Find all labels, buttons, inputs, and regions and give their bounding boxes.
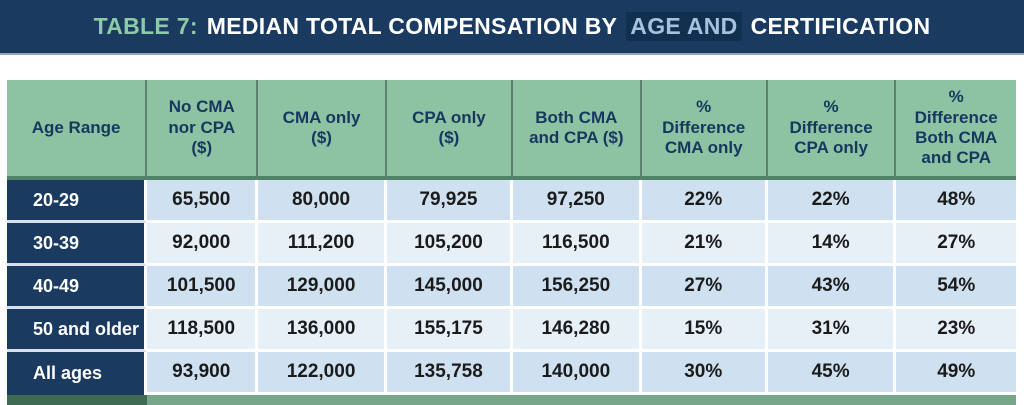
title-text-suffix: CERTIFICATION — [750, 13, 931, 39]
data-cell: 156,250 — [513, 266, 642, 309]
data-cell: 140,000 — [513, 352, 642, 395]
data-cell: 136,000 — [258, 309, 387, 352]
data-cell: 21% — [641, 223, 768, 266]
compensation-table: Age Range No CMA nor CPA ($) CMA only ($) C… — [7, 80, 1016, 395]
title-text-main: MEDIAN TOTAL COMPENSATION BY — [206, 13, 618, 39]
data-cell: 27% — [641, 266, 768, 309]
row-label: 20-29 — [7, 180, 148, 223]
header-row: Age Range No CMA nor CPA ($) CMA only ($) C… — [7, 80, 1016, 180]
bottom-border-green-segment — [147, 395, 1016, 405]
column-header-4: Both CMA and CPA ($) — [513, 80, 642, 180]
data-cell: 105,200 — [386, 223, 513, 266]
row-label: 30-39 — [7, 223, 148, 266]
data-cell: 27% — [896, 223, 1016, 266]
data-cell: 92,000 — [147, 223, 259, 266]
data-cell: 31% — [767, 309, 897, 352]
data-cell: 155,175 — [386, 309, 513, 352]
data-cell: 23% — [896, 309, 1016, 352]
data-cell: 54% — [896, 266, 1016, 309]
data-cell: 22% — [767, 180, 897, 223]
table-number-label: TABLE 7: — [93, 13, 198, 39]
table-row: 30-39 92,000 111,200 105,200 116,500 21% 14% 27… — [7, 223, 1016, 266]
table-row: 50 and older 118,500 136,000 155,175 146,280… — [7, 309, 1016, 352]
data-cell: 48% — [896, 180, 1016, 223]
data-cell: 122,000 — [258, 352, 387, 395]
table-row: 40-49 101,500 129,000 145,000 156,250 27% 43% 5… — [7, 266, 1016, 309]
data-cell: 101,500 — [147, 266, 259, 309]
table-body: 20-29 65,500 80,000 79,925 97,250 22% 22% 48% 30… — [7, 180, 1016, 395]
data-cell: 111,200 — [258, 223, 387, 266]
row-label: 50 and older — [7, 309, 148, 352]
column-header-6: % Difference CPA only — [767, 80, 897, 180]
data-cell: 22% — [641, 180, 768, 223]
data-cell: 118,500 — [147, 309, 259, 352]
column-header-0: Age Range — [7, 80, 148, 180]
table-row: 20-29 65,500 80,000 79,925 97,250 22% 22% 48% — [7, 180, 1016, 223]
table-bottom-border — [7, 395, 1016, 405]
row-label: 40-49 — [7, 266, 148, 309]
data-cell: 14% — [767, 223, 897, 266]
data-cell: 129,000 — [258, 266, 387, 309]
data-cell: 30% — [641, 352, 768, 395]
title-text-highlight: AGE AND — [626, 12, 742, 41]
data-cell: 97,250 — [513, 180, 642, 223]
column-header-7: % Difference Both CMA and CPA — [896, 80, 1016, 180]
data-cell: 80,000 — [258, 180, 387, 223]
compensation-table-area: Age Range No CMA nor CPA ($) CMA only ($) C… — [7, 80, 1016, 405]
table-title-bar: TABLE 7: MEDIAN TOTAL COMPENSATION BY AG… — [0, 0, 1024, 55]
column-header-1: No CMA nor CPA ($) — [147, 80, 259, 180]
data-cell: 135,758 — [386, 352, 513, 395]
data-cell: 145,000 — [386, 266, 513, 309]
data-cell: 15% — [641, 309, 768, 352]
table-header: Age Range No CMA nor CPA ($) CMA only ($) C… — [7, 80, 1016, 180]
column-header-5: % Difference CMA only — [641, 80, 768, 180]
data-cell: 65,500 — [147, 180, 259, 223]
data-cell: 49% — [896, 352, 1016, 395]
data-cell: 116,500 — [513, 223, 642, 266]
data-cell: 93,900 — [147, 352, 259, 395]
bottom-border-dark-segment — [7, 395, 148, 405]
column-header-3: CPA only ($) — [386, 80, 513, 180]
data-cell: 45% — [767, 352, 897, 395]
data-cell: 79,925 — [386, 180, 513, 223]
table-row: All ages 93,900 122,000 135,758 140,000 30% 45… — [7, 352, 1016, 395]
column-header-2: CMA only ($) — [258, 80, 387, 180]
data-cell: 43% — [767, 266, 897, 309]
row-label: All ages — [7, 352, 148, 395]
data-cell: 146,280 — [513, 309, 642, 352]
